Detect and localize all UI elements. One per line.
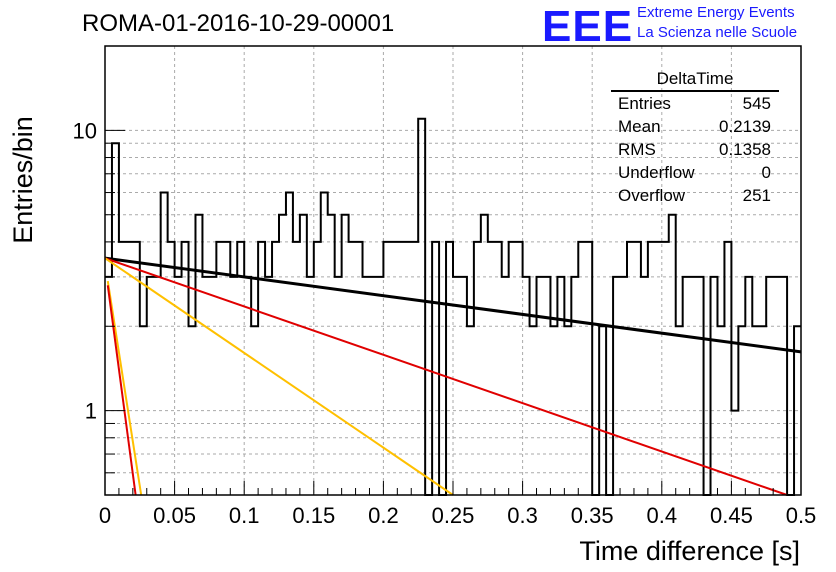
y-axis-label: Entries/bin — [8, 116, 38, 244]
x-tick-label: 0 — [99, 503, 111, 528]
stats-row-overflow: Overflow 251 — [611, 184, 779, 207]
x-tick-label: 0.2 — [368, 503, 399, 528]
stats-label: Entries — [618, 94, 671, 113]
y-tick-label: 1 — [85, 399, 97, 424]
x-tick-label: 0.35 — [571, 503, 614, 528]
stats-label: Overflow — [618, 186, 686, 205]
fit-curves — [104, 256, 802, 496]
eee-logo: EEE — [542, 2, 634, 51]
x-tick-label: 0.25 — [432, 503, 475, 528]
x-tick-label: 0.1 — [229, 503, 260, 528]
fit-line — [104, 257, 788, 496]
stats-label: Underflow — [618, 163, 695, 182]
fit-line — [104, 256, 802, 354]
y-tick-label: 10 — [73, 118, 97, 143]
stats-value: 251 — [742, 186, 771, 205]
logo-line-1: Extreme Energy Events — [637, 4, 795, 21]
fit-line — [104, 257, 454, 496]
histogram-bars — [105, 117, 801, 496]
x-tick-label: 0.45 — [710, 503, 753, 528]
x-tick-label: 0.15 — [292, 503, 335, 528]
stats-row-underflow: Underflow 0 — [611, 161, 779, 184]
stats-row-rms: RMS 0.1358 — [611, 138, 779, 161]
x-tick-label: 0.5 — [786, 503, 817, 528]
stats-value: 0.1358 — [719, 140, 771, 159]
stats-value: 0 — [761, 163, 771, 182]
stats-value: 545 — [742, 94, 771, 113]
x-axis-ticks: 0 0.05 0.1 0.15 0.2 0.25 0.3 0.35 0.4 0.45 0.5 — [99, 481, 816, 528]
fit-line — [106, 285, 137, 496]
stats-label: RMS — [618, 140, 656, 159]
fit-line — [106, 280, 143, 496]
x-tick-label: 0.3 — [507, 503, 538, 528]
x-axis-label: Time difference [s] — [579, 536, 800, 566]
x-tick-label: 0.05 — [153, 503, 196, 528]
stats-row-entries: Entries 545 — [611, 92, 779, 115]
stats-box: DeltaTime Entries 545 Mean 0.2139 RMS 0.… — [611, 68, 779, 207]
stats-row-mean: Mean 0.2139 — [611, 115, 779, 138]
stats-value: 0.2139 — [719, 117, 771, 136]
x-tick-label: 0.4 — [647, 503, 678, 528]
stats-label: Mean — [618, 117, 661, 136]
histogram-outline — [105, 117, 801, 496]
y-axis-ticks: 1 10 — [73, 45, 125, 496]
stats-title: DeltaTime — [611, 68, 779, 92]
logo-line-2: La Scienza nelle Scuole — [637, 24, 798, 41]
run-title: ROMA-01-2016-10-29-00001 — [82, 10, 395, 37]
